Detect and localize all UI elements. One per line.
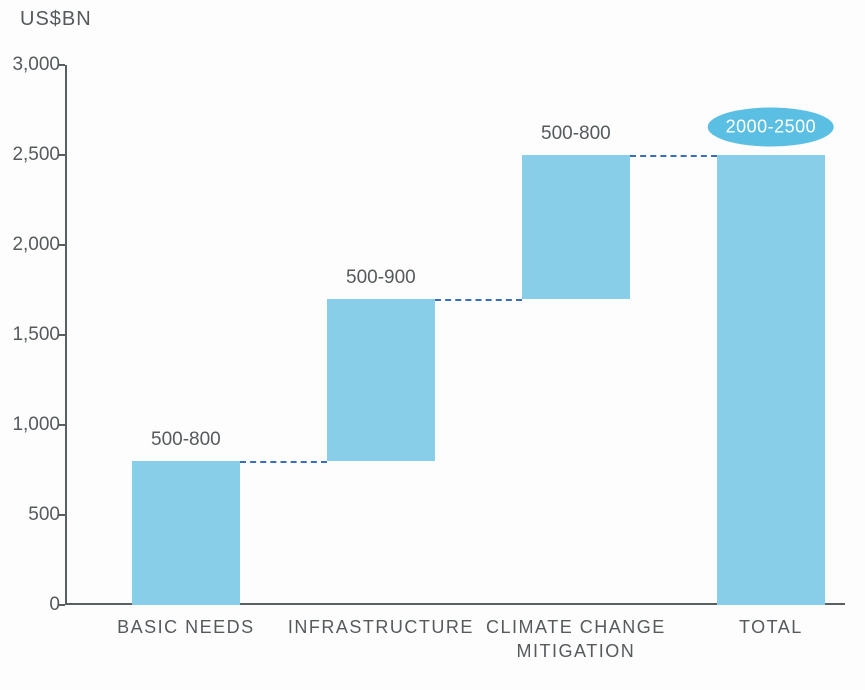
bar-label-climate: 500-800	[541, 123, 611, 151]
total-badge: 2000-2500	[708, 108, 835, 147]
connector	[630, 155, 718, 157]
connector	[240, 461, 328, 463]
y-axis-line	[65, 65, 67, 605]
y-tick-label: 500	[5, 504, 60, 526]
y-axis-title: US$BN	[20, 8, 92, 31]
y-tick-mark	[59, 244, 65, 246]
y-tick-mark	[59, 64, 65, 66]
bar-total	[717, 155, 824, 605]
y-tick-mark	[59, 154, 65, 156]
y-tick-mark	[59, 334, 65, 336]
y-tick-mark	[59, 424, 65, 426]
plot-area: 05001,0001,5002,0002,5003,000500-800BASI…	[65, 65, 845, 605]
connector	[435, 299, 523, 301]
bar-infra	[327, 299, 434, 461]
y-tick-label: 3,000	[5, 54, 60, 76]
y-tick-label: 0	[5, 594, 60, 616]
bar-climate	[522, 155, 629, 299]
y-tick-mark	[59, 604, 65, 606]
y-tick-label: 2,500	[5, 144, 60, 166]
y-tick-label: 1,500	[5, 324, 60, 346]
x-category-basic: BASIC NEEDS	[117, 605, 255, 639]
x-category-total: TOTAL	[739, 605, 803, 639]
x-category-climate: CLIMATE CHANGE MITIGATION	[486, 605, 666, 664]
y-tick-label: 1,000	[5, 414, 60, 436]
y-tick-label: 2,000	[5, 234, 60, 256]
x-category-infra: INFRASTRUCTURE	[288, 605, 474, 639]
bar-label-infra: 500-900	[346, 267, 416, 295]
bar-label-basic: 500-800	[151, 429, 221, 457]
waterfall-chart: US$BN 05001,0001,5002,0002,5003,000500-8…	[0, 0, 865, 690]
y-tick-mark	[59, 514, 65, 516]
bar-basic	[132, 461, 239, 605]
